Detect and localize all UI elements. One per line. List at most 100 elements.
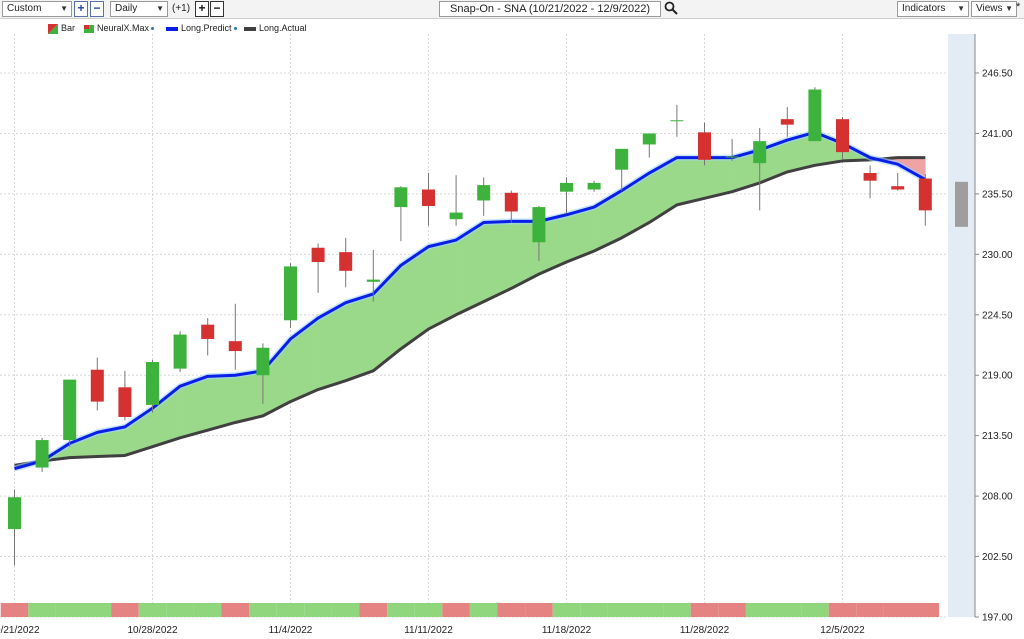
y-tick-label: 230.00 bbox=[982, 250, 1013, 261]
views-button[interactable]: Views ▼ bbox=[971, 1, 1017, 17]
bar-swatch-icon bbox=[48, 23, 58, 34]
candle-body bbox=[90, 369, 104, 402]
candle-body bbox=[394, 187, 408, 208]
offset-plus-button[interactable]: + bbox=[195, 1, 209, 17]
signal-strip-cell bbox=[469, 603, 498, 617]
signal-strip-cell bbox=[607, 603, 636, 617]
signal-strip-cell bbox=[801, 603, 829, 617]
y-tick-label: 213.50 bbox=[982, 431, 1013, 442]
legend-long-predict-label: Long.Predict bbox=[181, 23, 232, 33]
signal-strip-cell bbox=[387, 603, 415, 617]
candle-body bbox=[504, 192, 518, 212]
signal-strip-cell bbox=[856, 603, 884, 617]
candle-body bbox=[256, 347, 270, 376]
signal-strip-cell bbox=[359, 603, 388, 617]
signal-strip-cell bbox=[304, 603, 332, 617]
signal-strip-cell bbox=[221, 603, 250, 617]
candle-body bbox=[836, 119, 849, 153]
range-select[interactable]: Custom ▼ bbox=[2, 1, 72, 17]
candle-body bbox=[615, 148, 629, 170]
y-tick-label: 208.00 bbox=[982, 492, 1013, 503]
zoom-in-button[interactable]: + bbox=[74, 1, 88, 17]
candle-body bbox=[780, 119, 794, 125]
y-tick-label: 219.00 bbox=[982, 371, 1013, 382]
indicators-button[interactable]: Indicators ▼ bbox=[897, 1, 969, 17]
y-tick-label: 202.50 bbox=[982, 552, 1013, 563]
chevron-down-icon: ▼ bbox=[1005, 4, 1013, 13]
legend-neuralx-label: NeuralX.Max bbox=[97, 23, 150, 33]
legend-bar: Bar bbox=[48, 22, 75, 34]
candle-body bbox=[863, 173, 877, 181]
legend-bar-label: Bar bbox=[61, 23, 76, 33]
signal-strip-cell bbox=[442, 603, 470, 617]
signal-strip-cell bbox=[55, 603, 84, 617]
neuralx-swatch-icon bbox=[84, 24, 94, 33]
settings-dot-icon[interactable] bbox=[151, 27, 155, 31]
zoom-out-button[interactable]: − bbox=[90, 1, 104, 17]
signal-strip bbox=[0, 603, 940, 617]
signal-strip-cell bbox=[580, 603, 608, 617]
signal-strip-cell bbox=[28, 603, 56, 617]
candle-body bbox=[560, 182, 573, 192]
legend-long-predict: Long.Predict bbox=[166, 22, 237, 34]
signal-strip-cell bbox=[525, 603, 553, 617]
candle-body bbox=[339, 252, 353, 271]
candle-body bbox=[753, 141, 767, 164]
signal-strip-cell bbox=[166, 603, 194, 617]
x-tick-label: 10/28/2022 bbox=[127, 625, 177, 636]
x-axis: 10/21/2022 10/28/2022 11/4/2022 11/11/2022 1… bbox=[0, 625, 865, 636]
chevron-down-icon: ▼ bbox=[156, 4, 164, 13]
settings-dot-icon[interactable] bbox=[233, 27, 237, 31]
fill-layer bbox=[14, 131, 926, 469]
signal-strip-cell bbox=[83, 603, 112, 617]
y-tick-label: 241.00 bbox=[982, 129, 1013, 140]
candle-body bbox=[422, 189, 435, 206]
offset-label: (+1) bbox=[172, 3, 191, 14]
signal-strip-cell bbox=[111, 603, 139, 617]
long-actual-line bbox=[14, 156, 926, 467]
candle-body bbox=[532, 207, 546, 243]
signal-strip-cell bbox=[745, 603, 774, 617]
views-label: Views bbox=[976, 3, 1003, 14]
candle-body bbox=[891, 186, 905, 190]
x-tick-label: 11/18/2022 bbox=[542, 625, 592, 636]
signal-strip-cell bbox=[828, 603, 857, 617]
signal-strip-cell bbox=[718, 603, 746, 617]
interval-select[interactable]: Daily ▼ bbox=[110, 1, 168, 17]
candle-body bbox=[8, 497, 21, 530]
x-tick-label: 11/28/2022 bbox=[680, 625, 730, 636]
candle-body bbox=[146, 362, 159, 405]
signal-strip-cell bbox=[414, 603, 443, 617]
candle-body bbox=[173, 334, 187, 369]
pin-icon[interactable]: * bbox=[1016, 1, 1021, 13]
signal-strip-cell bbox=[276, 603, 305, 617]
signal-strip-cell bbox=[663, 603, 691, 617]
line-layer bbox=[13, 129, 927, 472]
candle-body bbox=[35, 440, 49, 468]
y-tick-label: 197.00 bbox=[982, 613, 1013, 624]
signal-strip-cell bbox=[249, 603, 277, 617]
x-tick-label: 11/4/2022 bbox=[269, 625, 313, 636]
candle-body bbox=[118, 387, 132, 417]
indicators-label: Indicators bbox=[902, 3, 946, 14]
forecast-range-bar bbox=[955, 181, 968, 227]
candle-body bbox=[642, 133, 656, 145]
candle-body bbox=[698, 132, 711, 160]
legend-long-actual-label: Long.Actual bbox=[259, 23, 307, 33]
long-predict-line bbox=[14, 130, 927, 471]
actual-line-icon bbox=[244, 26, 256, 31]
candle-body bbox=[587, 182, 601, 190]
y-axis: 246.50 241.00 235.50 230.00 224.50 219.00 213.… bbox=[975, 69, 1013, 624]
y-tick-label: 224.50 bbox=[982, 310, 1013, 321]
signal-strip-cell bbox=[883, 603, 912, 617]
interval-select-value: Daily bbox=[115, 3, 138, 14]
range-select-value: Custom bbox=[7, 3, 42, 14]
candle-body bbox=[808, 89, 822, 142]
signal-strip-cell bbox=[497, 603, 526, 617]
offset-minus-button[interactable]: − bbox=[210, 1, 224, 17]
chevron-down-icon: ▼ bbox=[957, 4, 965, 13]
search-icon[interactable] bbox=[664, 1, 678, 15]
legend-neuralx: NeuralX.Max bbox=[84, 22, 155, 34]
toolbar: Custom ▼ + − Daily ▼ (+1) + − Snap-On - … bbox=[0, 0, 1024, 19]
